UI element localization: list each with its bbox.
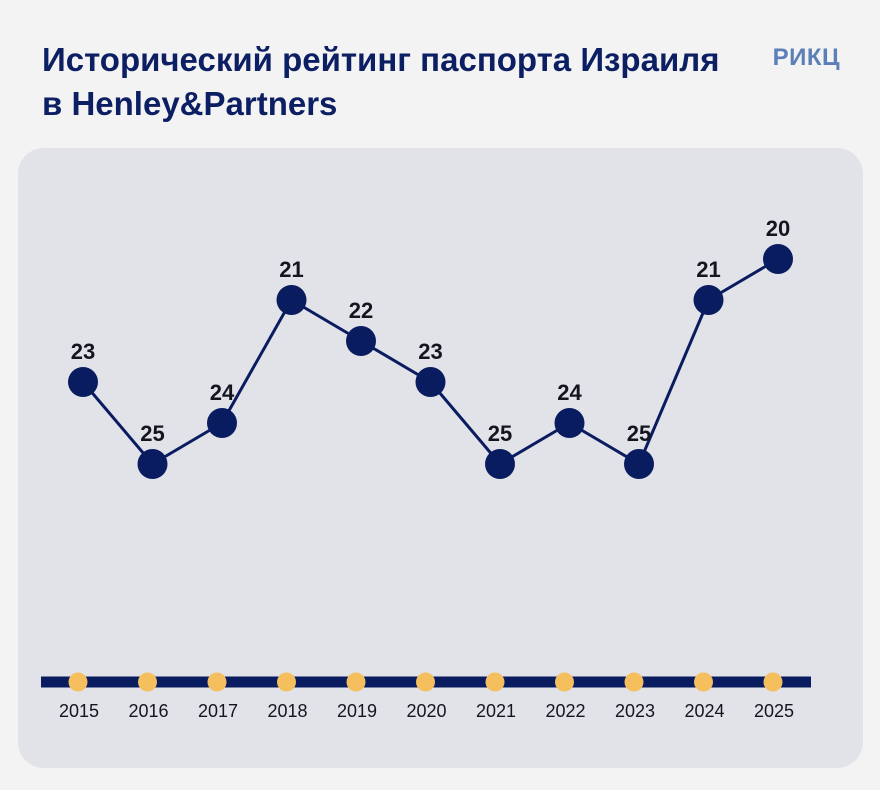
data-label-2018: 21 (279, 257, 303, 282)
year-label-2016: 2016 (128, 701, 168, 721)
data-label-2020: 23 (418, 339, 442, 364)
timeline-dot-2021 (485, 672, 505, 692)
timeline-dot-2017 (207, 672, 227, 692)
year-label-2024: 2024 (684, 701, 724, 721)
data-label-2024: 21 (696, 257, 720, 282)
timeline-dot-2020 (416, 672, 435, 692)
year-label-2021: 2021 (476, 701, 516, 721)
timeline-dot-2024 (694, 672, 713, 692)
timeline-dot-2022 (555, 672, 574, 692)
year-label-2017: 2017 (198, 701, 238, 721)
timeline-dot-2019 (346, 672, 366, 692)
data-label-2022: 24 (557, 380, 582, 405)
brand-logo: РИКЦ (772, 44, 840, 71)
data-point-2024 (693, 285, 724, 315)
chart-title: Исторический рейтинг паспорта Израиля в … (42, 41, 720, 122)
timeline-dot-2023 (624, 672, 644, 692)
data-points: 23 25 24 21 22 23 25 24 25 21 20 (68, 216, 793, 479)
data-label-2019: 22 (349, 298, 373, 323)
timeline-dot-2015 (68, 672, 88, 692)
year-label-2015: 2015 (59, 701, 99, 721)
timeline-axis: 2015 2016 2017 2018 2019 2020 2021 2022 2023 2024… (41, 672, 811, 721)
year-label-2025: 2025 (754, 701, 794, 721)
data-label-2025: 20 (766, 216, 790, 241)
data-label-2016: 25 (140, 421, 164, 446)
data-point-2016 (137, 449, 168, 479)
data-point-2017 (207, 408, 237, 438)
year-label-2020: 2020 (406, 701, 446, 721)
data-label-2015: 23 (71, 339, 95, 364)
timeline-dot-2018 (277, 672, 296, 692)
data-label-2023: 25 (627, 421, 651, 446)
data-point-2023 (624, 449, 654, 479)
data-point-2020 (415, 367, 446, 397)
data-label-2017: 24 (210, 380, 235, 405)
timeline-dot-2016 (138, 672, 157, 692)
timeline-dot-2025 (763, 672, 783, 692)
year-label-2023: 2023 (615, 701, 655, 721)
year-label-2018: 2018 (267, 701, 307, 721)
data-point-2021 (485, 449, 515, 479)
data-point-2019 (346, 326, 376, 356)
data-label-2021: 25 (488, 421, 512, 446)
data-point-2025 (763, 244, 793, 274)
data-point-2022 (554, 408, 585, 438)
year-label-2019: 2019 (337, 701, 377, 721)
data-point-2018 (276, 285, 307, 315)
data-point-2015 (68, 367, 98, 397)
year-label-2022: 2022 (545, 701, 585, 721)
